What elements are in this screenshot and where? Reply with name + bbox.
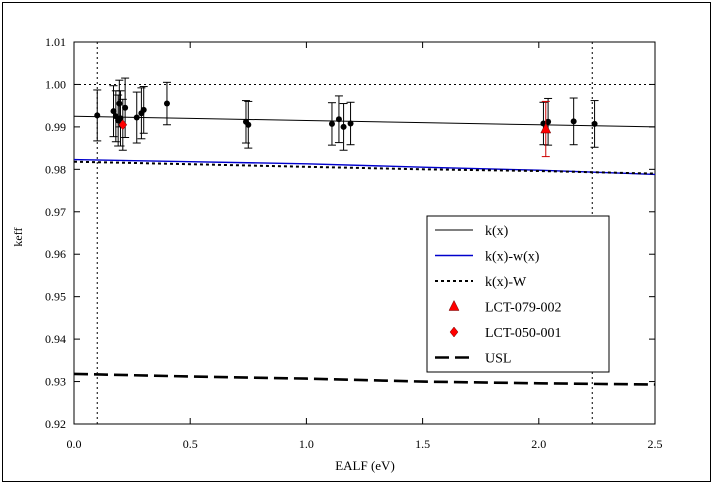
data-point (545, 118, 552, 125)
legend: k(x) k(x)-w(x) k(x)-W LCT-079-002 LCT-050-00… (426, 215, 610, 373)
series-line-k-x-w (73, 160, 656, 175)
y-tick-label: 0.92 (45, 417, 66, 431)
x-tick-label: 1.0 (299, 437, 314, 451)
series-line-usl (73, 372, 656, 386)
data-point (245, 121, 252, 128)
data-point (570, 118, 577, 125)
legend-symbol-lct-079-002 (448, 299, 460, 311)
data-point (140, 106, 147, 113)
y-tick-label: 0.95 (45, 290, 66, 304)
data-point (340, 123, 347, 130)
data-point-lct-050-001 (118, 119, 128, 131)
x-tick-label: 1.5 (415, 437, 430, 451)
legend-label: k(x)-W (485, 275, 527, 290)
data-point (591, 120, 598, 127)
data-point (133, 114, 140, 121)
data-point (163, 100, 170, 107)
legend-label: USL (485, 352, 511, 367)
y-tick-label: 0.98 (45, 162, 66, 176)
data-point (110, 108, 117, 115)
x-tick-label: 2.0 (531, 437, 546, 451)
y-axis-label: keff (11, 227, 25, 246)
y-tick-label: 1.00 (45, 77, 66, 91)
legend-symbol-lct-050-001 (449, 326, 459, 338)
data-point (328, 120, 335, 127)
series-line-k-x- (73, 115, 656, 128)
x-tick-label: 0.5 (183, 437, 198, 451)
data-point (94, 112, 101, 119)
x-tick-label: 2.5 (648, 437, 663, 451)
y-tick-label: 0.94 (45, 332, 66, 346)
data-point (122, 104, 129, 111)
x-tick-label: 0.0 (67, 437, 82, 451)
series-line-k-x-w-x- (73, 158, 656, 176)
legend-label: LCT-050-001 (485, 326, 561, 341)
data-point-lct-079-002 (540, 122, 552, 134)
y-tick-label: 0.93 (45, 375, 66, 389)
data-point (347, 120, 354, 127)
y-tick-label: 0.99 (45, 120, 66, 134)
data-point (116, 100, 123, 107)
y-tick-label: 0.97 (45, 205, 66, 219)
legend-label: k(x)-w(x) (485, 250, 540, 265)
x-axis-label: EALF (eV) (335, 458, 395, 473)
legend-box (426, 215, 610, 373)
legend-label: LCT-079-002 (485, 301, 561, 316)
y-tick-label: 1.01 (45, 35, 66, 49)
y-tick-label: 0.96 (45, 247, 66, 261)
legend-label: k(x) (485, 224, 509, 239)
data-point (335, 116, 342, 123)
plot-area-border (73, 41, 656, 425)
data-point (117, 115, 124, 122)
plot-layer: 0.920.930.940.950.960.970.980.991.001.01… (45, 35, 663, 451)
